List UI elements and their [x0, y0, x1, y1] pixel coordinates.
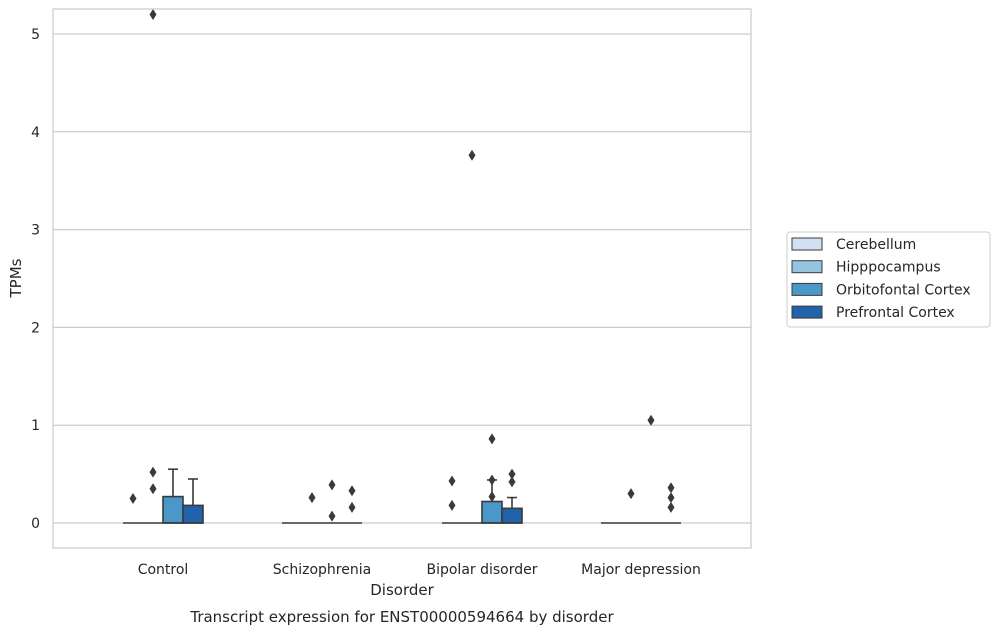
- legend-label: Hipppocampus: [836, 260, 941, 276]
- y-tick-label: 2: [31, 320, 40, 336]
- legend-swatch: [791, 305, 823, 319]
- box-0-3: [182, 478, 204, 524]
- outlier-point: [667, 492, 675, 504]
- outlier-point: [129, 493, 137, 505]
- outlier-point: [448, 499, 456, 511]
- outlier-point: [149, 466, 157, 478]
- legend-label: Orbitofontal Cortex: [836, 282, 971, 298]
- legend-item: Prefrontal Cortex: [791, 305, 955, 321]
- outlier-point: [488, 474, 496, 486]
- outlier-point: [468, 149, 476, 161]
- outlier-point: [488, 433, 496, 445]
- box-2-1: [462, 149, 482, 524]
- outlier-point: [149, 483, 157, 495]
- plot-frame: [52, 8, 752, 549]
- x-tick-labels: Control Schizophrenia Bipolar disorder Majo…: [138, 562, 701, 578]
- outlier-point: [488, 491, 496, 503]
- legend: Cerebellum Hipppocampus Orbitofontal Corte…: [786, 231, 991, 328]
- chart-caption: Transcript expression for ENST0000059466…: [189, 608, 614, 626]
- y-tick-label: 1: [31, 418, 40, 434]
- legend-label: Cerebellum: [836, 237, 916, 253]
- outlier-point: [667, 482, 675, 494]
- box-2-3: [501, 468, 523, 524]
- x-tick-label: Schizophrenia: [273, 562, 371, 578]
- outlier-point: [348, 485, 356, 497]
- box-body: [481, 500, 503, 524]
- box-body: [182, 504, 204, 524]
- box-1-1: [302, 492, 322, 524]
- outlier-point: [308, 492, 316, 504]
- box-1-2: [322, 479, 342, 524]
- outlier-point: [647, 414, 655, 426]
- y-tick-label: 3: [31, 223, 40, 239]
- box-body: [501, 507, 523, 524]
- box-0-2: [162, 468, 184, 524]
- x-tick-label: Major depression: [581, 562, 701, 578]
- box-3-1: [621, 488, 641, 524]
- x-tick-label: Bipolar disorder: [426, 562, 537, 578]
- legend-label: Prefrontal Cortex: [836, 305, 955, 321]
- box-3-3: [661, 482, 681, 524]
- box-body: [162, 495, 184, 524]
- box-groups: [123, 8, 681, 524]
- box-2-0: [442, 475, 462, 524]
- legend-item: Cerebellum: [791, 237, 916, 253]
- x-tick-label: Control: [138, 562, 189, 578]
- outlier-point: [667, 501, 675, 513]
- legend-item: Hipppocampus: [791, 260, 941, 276]
- y-axis-title: TPMs: [7, 258, 25, 298]
- x-axis-title: Disorder: [370, 581, 434, 599]
- box-0-1: [143, 8, 163, 524]
- y-tick-label: 0: [31, 516, 40, 532]
- box-0-0: [123, 493, 143, 524]
- legend-swatch: [791, 237, 823, 251]
- legend-item: Orbitofontal Cortex: [791, 282, 971, 298]
- outlier-point: [348, 501, 356, 513]
- y-tick-label: 4: [31, 125, 40, 141]
- y-tick-label: 5: [31, 27, 40, 43]
- legend-swatch: [791, 260, 823, 274]
- box-1-3: [342, 485, 362, 524]
- legend-swatch: [791, 282, 823, 296]
- outlier-point: [627, 488, 635, 500]
- outlier-point: [328, 510, 336, 522]
- y-tick-labels: 0 1 2 3 4 5: [31, 27, 40, 532]
- outlier-point: [328, 479, 336, 491]
- outlier-point: [448, 475, 456, 487]
- legend-frame: [786, 231, 991, 328]
- outlier-point: [508, 468, 516, 480]
- box-3-2: [641, 414, 661, 524]
- outlier-point: [149, 8, 157, 20]
- outlier-point: [508, 476, 516, 488]
